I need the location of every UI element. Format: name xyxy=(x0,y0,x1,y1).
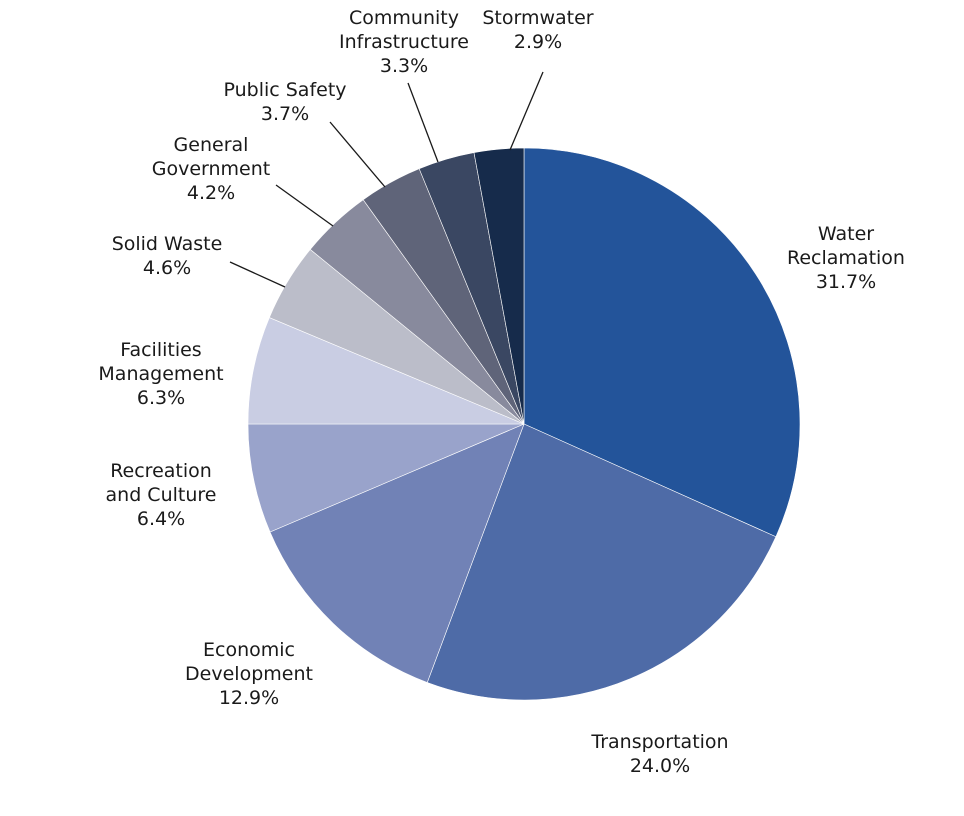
leader-line xyxy=(407,82,439,163)
slice-name-label: and Culture xyxy=(106,484,217,506)
slice-label: Economic Development 12.9% xyxy=(185,639,313,709)
slice-value-label: 3.3% xyxy=(380,55,428,77)
slice-value-label: 6.4% xyxy=(137,508,185,530)
slice-name-label: Management xyxy=(98,363,223,385)
slice-value-label: 3.7% xyxy=(261,103,309,125)
pie-slice xyxy=(269,423,525,683)
slice-label: Transportation 24.0% xyxy=(590,731,728,777)
slice-value-label: 4.2% xyxy=(187,182,235,204)
slice-name-label: Stormwater xyxy=(482,7,593,29)
slice-name-label: Water xyxy=(818,223,874,245)
slice-name-label: Infrastructure xyxy=(339,31,469,53)
slice-name-label: Transportation xyxy=(590,731,728,753)
leader-line xyxy=(275,184,334,227)
slice-name-label: Facilities xyxy=(120,339,201,361)
slice-value-label: 31.7% xyxy=(816,271,876,293)
slice-name-label: Development xyxy=(185,663,313,685)
slice-label: Public Safety 3.7% xyxy=(223,79,346,125)
pie-slice xyxy=(523,147,801,538)
slice-label: Solid Waste 4.6% xyxy=(112,233,223,279)
pie-slice xyxy=(247,423,525,533)
slice-value-label: 12.9% xyxy=(219,687,279,709)
leader-line xyxy=(229,261,286,288)
slice-name-label: Community xyxy=(349,7,459,29)
leader-line xyxy=(329,121,386,188)
slice-name-label: General xyxy=(174,134,249,156)
pie-slice xyxy=(426,423,777,701)
slice-label: Community Infrastructure 3.3% xyxy=(339,7,469,77)
slice-label: General Government 4.2% xyxy=(152,134,271,204)
slice-value-label: 6.3% xyxy=(137,387,185,409)
slice-name-label: Government xyxy=(152,158,271,180)
slice-name-label: Recreation xyxy=(110,460,212,482)
slice-name-label: Solid Waste xyxy=(112,233,223,255)
slice-name-label: Economic xyxy=(203,639,295,661)
slice-name-label: Reclamation xyxy=(787,247,905,269)
pie-slice xyxy=(473,147,525,425)
slice-value-label: 4.6% xyxy=(143,257,191,279)
slice-label: Facilities Management 6.3% xyxy=(98,339,223,409)
slice-label: Water Reclamation 31.7% xyxy=(787,223,905,293)
slice-label: Recreation and Culture 6.4% xyxy=(106,460,217,530)
slice-value-label: 2.9% xyxy=(514,31,562,53)
slice-value-label: 24.0% xyxy=(630,755,690,777)
leader-line xyxy=(509,71,544,151)
slice-name-label: Public Safety xyxy=(223,79,346,101)
slice-label: Stormwater 2.9% xyxy=(482,7,593,53)
